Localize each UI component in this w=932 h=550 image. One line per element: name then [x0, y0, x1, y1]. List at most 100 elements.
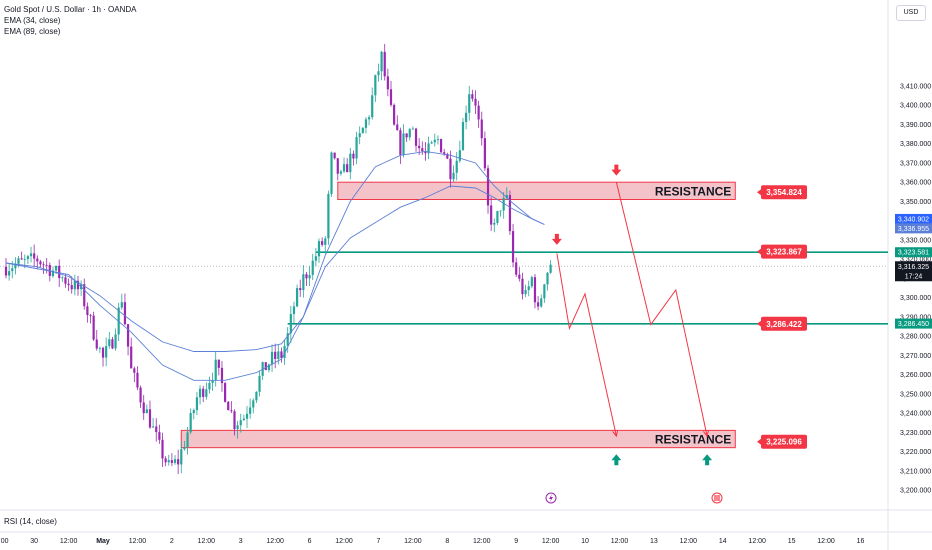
candle-body[interactable] — [468, 94, 471, 113]
candle-body[interactable] — [367, 117, 371, 120]
price-tag[interactable] — [761, 244, 807, 259]
candle-body[interactable] — [120, 302, 123, 308]
candle-body[interactable] — [142, 402, 145, 414]
candle-body[interactable] — [386, 76, 389, 90]
candle-body[interactable] — [480, 119, 483, 139]
price-tag[interactable] — [761, 434, 807, 449]
candle-body[interactable] — [67, 283, 70, 286]
candle-body[interactable] — [317, 241, 321, 257]
candle-body[interactable] — [258, 375, 261, 392]
candle-body[interactable] — [543, 284, 546, 299]
resistance-zone[interactable] — [180, 429, 736, 449]
candle-body[interactable] — [92, 315, 95, 340]
candle-body[interactable] — [380, 51, 383, 72]
ema34-line[interactable] — [5, 150, 545, 381]
candle-body[interactable] — [267, 364, 271, 371]
candle-body[interactable] — [211, 380, 214, 383]
candle-body[interactable] — [493, 222, 496, 225]
candle-body[interactable] — [342, 164, 346, 172]
candle-body[interactable] — [136, 372, 139, 388]
candle-body[interactable] — [198, 388, 202, 398]
candle-body[interactable] — [58, 265, 61, 279]
candle-body[interactable] — [148, 409, 152, 428]
ema34-legend[interactable]: EMA (34, close) — [4, 16, 61, 25]
candle-body[interactable] — [208, 382, 211, 390]
candle-body[interactable] — [89, 314, 92, 316]
candle-body[interactable] — [471, 94, 474, 99]
candle-body[interactable] — [158, 432, 161, 440]
candle-body[interactable] — [17, 258, 20, 264]
candle-body[interactable] — [105, 346, 108, 358]
candle-body[interactable] — [192, 410, 195, 414]
candle-body[interactable] — [252, 400, 255, 408]
candle-body[interactable] — [33, 253, 36, 259]
candle-body[interactable] — [321, 241, 324, 245]
candle-body[interactable] — [23, 259, 26, 260]
candle-body[interactable] — [227, 401, 230, 411]
candle-body[interactable] — [505, 195, 508, 198]
candle-body[interactable] — [333, 152, 336, 159]
candle-body[interactable] — [45, 264, 48, 266]
candle-body[interactable] — [299, 288, 302, 291]
candle-body[interactable] — [214, 359, 217, 381]
candle-body[interactable] — [339, 171, 343, 174]
candle-body[interactable] — [133, 368, 136, 373]
candle-body[interactable] — [314, 256, 317, 261]
candle-body[interactable] — [461, 122, 465, 151]
candle-body[interactable] — [170, 460, 173, 463]
candle-body[interactable] — [330, 152, 333, 194]
candle-body[interactable] — [111, 339, 114, 349]
candle-body[interactable] — [327, 193, 330, 239]
candle-body[interactable] — [8, 271, 11, 276]
candle-body[interactable] — [29, 253, 33, 257]
candle-body[interactable] — [352, 153, 355, 159]
candle-body[interactable] — [430, 142, 433, 144]
candle-body[interactable] — [418, 145, 421, 149]
candle-body[interactable] — [377, 71, 380, 76]
candle-body[interactable] — [537, 302, 540, 307]
candle-body[interactable] — [458, 150, 461, 161]
candle-body[interactable] — [308, 274, 311, 279]
candle-body[interactable] — [123, 302, 127, 325]
candle-body[interactable] — [36, 258, 39, 262]
candle-body[interactable] — [540, 298, 543, 307]
candle-body[interactable] — [14, 263, 17, 269]
candle-body[interactable] — [289, 314, 292, 334]
candle-body[interactable] — [477, 105, 480, 120]
candle-body[interactable] — [70, 285, 73, 290]
projection-path[interactable] — [615, 182, 708, 437]
candle-body[interactable] — [515, 262, 518, 275]
candle-body[interactable] — [42, 264, 45, 266]
candle-body[interactable] — [202, 388, 205, 397]
candle-body[interactable] — [164, 458, 167, 463]
candle-body[interactable] — [283, 345, 286, 358]
candle-body[interactable] — [189, 413, 192, 433]
candle-body[interactable] — [549, 264, 552, 273]
candle-body[interactable] — [483, 138, 486, 169]
candle-body[interactable] — [217, 359, 220, 368]
candle-body[interactable] — [98, 347, 101, 349]
candle-body[interactable] — [402, 133, 405, 155]
projection-path[interactable] — [556, 253, 617, 437]
candle-body[interactable] — [95, 339, 98, 349]
candle-body[interactable] — [499, 210, 502, 212]
candle-body[interactable] — [502, 197, 505, 211]
candle-body[interactable] — [364, 119, 368, 128]
candle-body[interactable] — [126, 324, 130, 347]
candle-body[interactable] — [152, 426, 155, 428]
candle-body[interactable] — [424, 151, 427, 154]
candle-body[interactable] — [61, 277, 64, 279]
candle-body[interactable] — [443, 152, 446, 154]
candle-body[interactable] — [277, 351, 280, 359]
candle-body[interactable] — [180, 449, 183, 465]
candle-body[interactable] — [546, 272, 549, 285]
candle-body[interactable] — [374, 75, 377, 96]
candle-body[interactable] — [474, 98, 477, 106]
candle-body[interactable] — [139, 387, 142, 403]
candle-body[interactable] — [411, 128, 414, 130]
candle-body[interactable] — [183, 447, 186, 450]
candle-body[interactable] — [336, 158, 339, 174]
price-tag[interactable] — [761, 316, 807, 331]
price-tag[interactable] — [761, 185, 807, 200]
